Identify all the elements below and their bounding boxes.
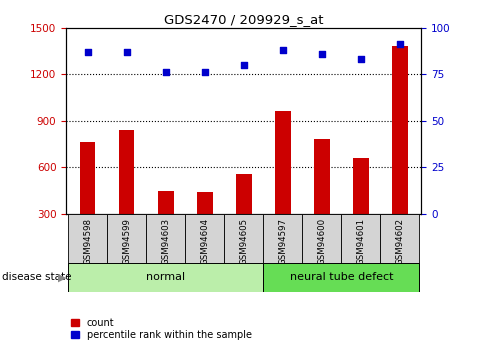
Text: normal: normal bbox=[146, 273, 185, 282]
Point bbox=[240, 62, 247, 68]
Bar bbox=[263, 214, 302, 264]
Bar bbox=[68, 214, 107, 264]
Bar bbox=[185, 214, 224, 264]
Bar bbox=[392, 46, 408, 214]
Bar bbox=[146, 214, 185, 264]
Point bbox=[84, 49, 92, 55]
Bar bbox=[158, 190, 173, 214]
Point bbox=[122, 49, 130, 55]
Bar bbox=[236, 174, 251, 214]
Text: GSM94602: GSM94602 bbox=[395, 218, 404, 265]
Bar bbox=[314, 139, 330, 214]
Text: GSM94599: GSM94599 bbox=[122, 218, 131, 265]
Point bbox=[279, 47, 287, 53]
Bar bbox=[263, 263, 419, 292]
Point bbox=[162, 70, 170, 75]
Title: GDS2470 / 209929_s_at: GDS2470 / 209929_s_at bbox=[164, 13, 323, 27]
Bar bbox=[68, 263, 263, 292]
Text: GSM94605: GSM94605 bbox=[239, 218, 248, 265]
Bar bbox=[107, 214, 146, 264]
Point bbox=[201, 70, 209, 75]
Bar bbox=[342, 214, 380, 264]
Bar bbox=[380, 214, 419, 264]
Point bbox=[318, 51, 326, 57]
Text: GSM94597: GSM94597 bbox=[278, 218, 287, 265]
Point bbox=[396, 42, 404, 47]
Text: GSM94601: GSM94601 bbox=[356, 218, 366, 265]
Text: GSM94603: GSM94603 bbox=[161, 218, 170, 265]
Bar bbox=[80, 142, 96, 214]
Text: disease state: disease state bbox=[2, 273, 72, 282]
Text: GSM94600: GSM94600 bbox=[318, 218, 326, 265]
Point bbox=[357, 57, 365, 62]
Bar bbox=[302, 214, 342, 264]
Bar bbox=[353, 158, 368, 214]
Text: neural tube defect: neural tube defect bbox=[290, 273, 393, 282]
Text: ▶: ▶ bbox=[58, 273, 66, 282]
Bar bbox=[275, 111, 291, 214]
Bar bbox=[197, 192, 213, 214]
Legend: count, percentile rank within the sample: count, percentile rank within the sample bbox=[71, 318, 251, 340]
Bar bbox=[119, 130, 134, 214]
Text: GSM94604: GSM94604 bbox=[200, 218, 209, 265]
Bar bbox=[224, 214, 263, 264]
Text: GSM94598: GSM94598 bbox=[83, 218, 92, 265]
